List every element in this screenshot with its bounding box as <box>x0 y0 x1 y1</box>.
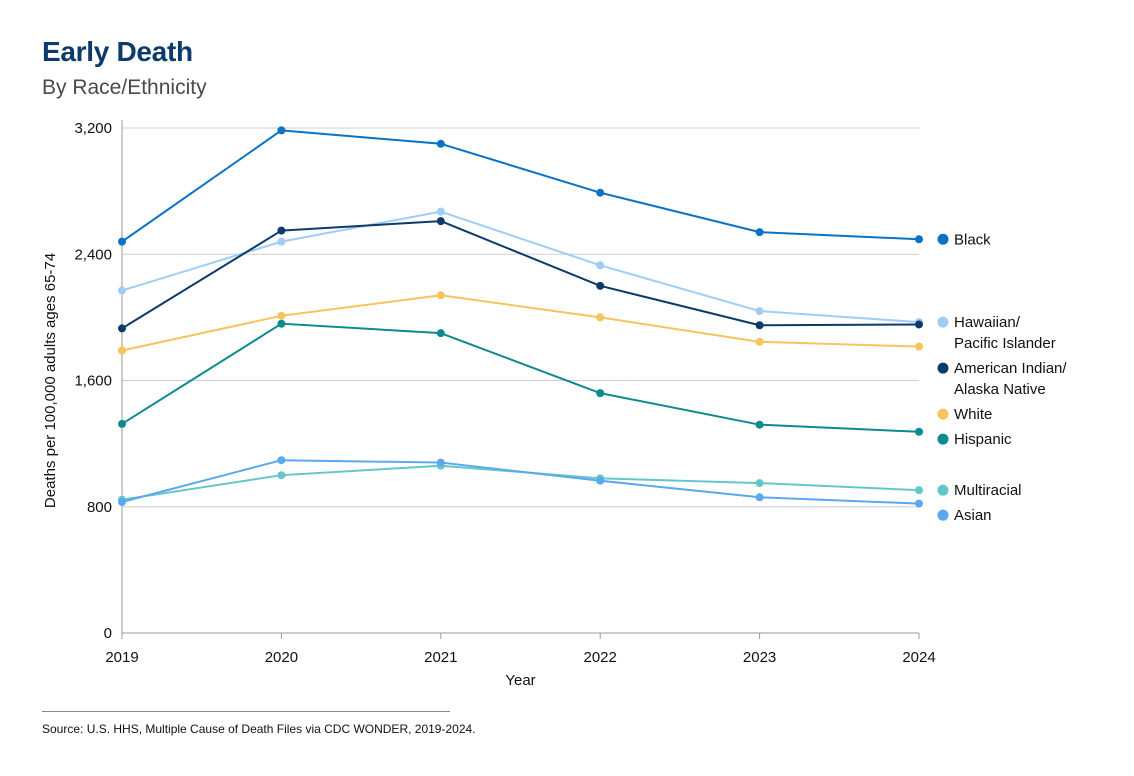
data-point <box>755 420 764 429</box>
series-line-black <box>121 129 920 243</box>
x-tick-label: 2023 <box>743 649 776 666</box>
legend-label: Pacific Islander <box>954 335 1056 352</box>
series-lines <box>118 126 923 508</box>
legend-marker <box>937 233 949 245</box>
data-point <box>118 286 126 295</box>
legend: Black Hawaiian/Pacific Islander American I… <box>937 231 1067 524</box>
data-point <box>755 321 764 330</box>
data-point <box>596 281 605 290</box>
data-point <box>436 329 445 338</box>
data-point <box>596 476 605 485</box>
legend-label: Alaska Native <box>954 381 1046 398</box>
x-tick-label: 2021 <box>424 649 457 666</box>
source-divider <box>42 711 450 712</box>
data-point <box>436 207 445 216</box>
data-point <box>755 337 764 346</box>
data-point <box>755 479 764 488</box>
series-line-hispanic <box>121 322 920 433</box>
data-point <box>915 342 923 351</box>
data-point <box>755 228 764 237</box>
data-point <box>596 188 605 197</box>
data-point <box>436 139 445 148</box>
legend-marker <box>937 433 949 445</box>
series-line-american-indian-alaska-native <box>121 220 920 330</box>
y-tick-label: 2,400 <box>74 246 112 263</box>
data-point <box>118 237 126 246</box>
gridlines <box>122 127 919 508</box>
data-point <box>118 324 126 333</box>
data-point <box>118 498 126 507</box>
legend-label: White <box>954 406 992 423</box>
data-point <box>277 226 286 235</box>
data-point <box>915 499 923 508</box>
data-point <box>915 320 923 329</box>
y-tick-label: 0 <box>104 625 112 642</box>
chart-subtitle: By Race/Ethnicity <box>42 76 207 99</box>
data-point <box>118 346 126 355</box>
x-tick-label: 2019 <box>105 649 138 666</box>
legend-label: Asian <box>954 507 992 524</box>
data-point <box>436 291 445 300</box>
data-point <box>277 126 286 135</box>
data-point <box>277 456 286 465</box>
legend-label: Multiracial <box>954 482 1022 499</box>
data-point <box>436 217 445 226</box>
data-point <box>436 458 445 467</box>
data-point <box>277 471 286 480</box>
legend-label: American Indian/ <box>954 360 1067 377</box>
legend-label: Hispanic <box>954 431 1012 448</box>
series-line-white <box>121 294 920 352</box>
y-tick-label: 3,200 <box>74 120 112 137</box>
legend-marker <box>937 362 949 374</box>
x-tick-label: 2024 <box>902 649 935 666</box>
legend-marker <box>937 408 949 420</box>
data-point <box>915 427 923 436</box>
legend-label: Black <box>954 231 991 248</box>
legend-marker <box>937 509 949 521</box>
data-point <box>277 311 286 320</box>
data-point <box>118 419 126 428</box>
axes: 0 800 1,600 2,400 3,200 2019 2020 2021 2022 2023 2… <box>42 120 936 689</box>
data-point <box>915 235 923 244</box>
series-line-asian <box>121 459 920 505</box>
data-point <box>596 313 605 322</box>
data-point <box>596 389 605 398</box>
data-point <box>915 486 923 495</box>
data-point <box>596 261 605 270</box>
x-tick-label: 2022 <box>584 649 617 666</box>
data-point <box>277 237 286 246</box>
legend-marker <box>937 316 949 328</box>
data-point <box>277 319 286 328</box>
y-tick-label: 800 <box>87 499 112 516</box>
legend-marker <box>937 484 949 496</box>
data-point <box>755 307 764 316</box>
legend-label: Hawaiian/ <box>954 314 1021 331</box>
y-tick-label: 1,600 <box>74 373 112 390</box>
y-axis-title: Deaths per 100,000 adults ages 65-74 <box>42 253 59 508</box>
x-axis-title: Year <box>505 672 535 689</box>
chart-title: Early Death <box>42 36 193 67</box>
source-note: Source: U.S. HHS, Multiple Cause of Deat… <box>42 722 476 736</box>
data-point <box>755 493 764 502</box>
series-line-hawaiian-pacific-islander <box>121 210 920 324</box>
x-tick-label: 2020 <box>265 649 298 666</box>
